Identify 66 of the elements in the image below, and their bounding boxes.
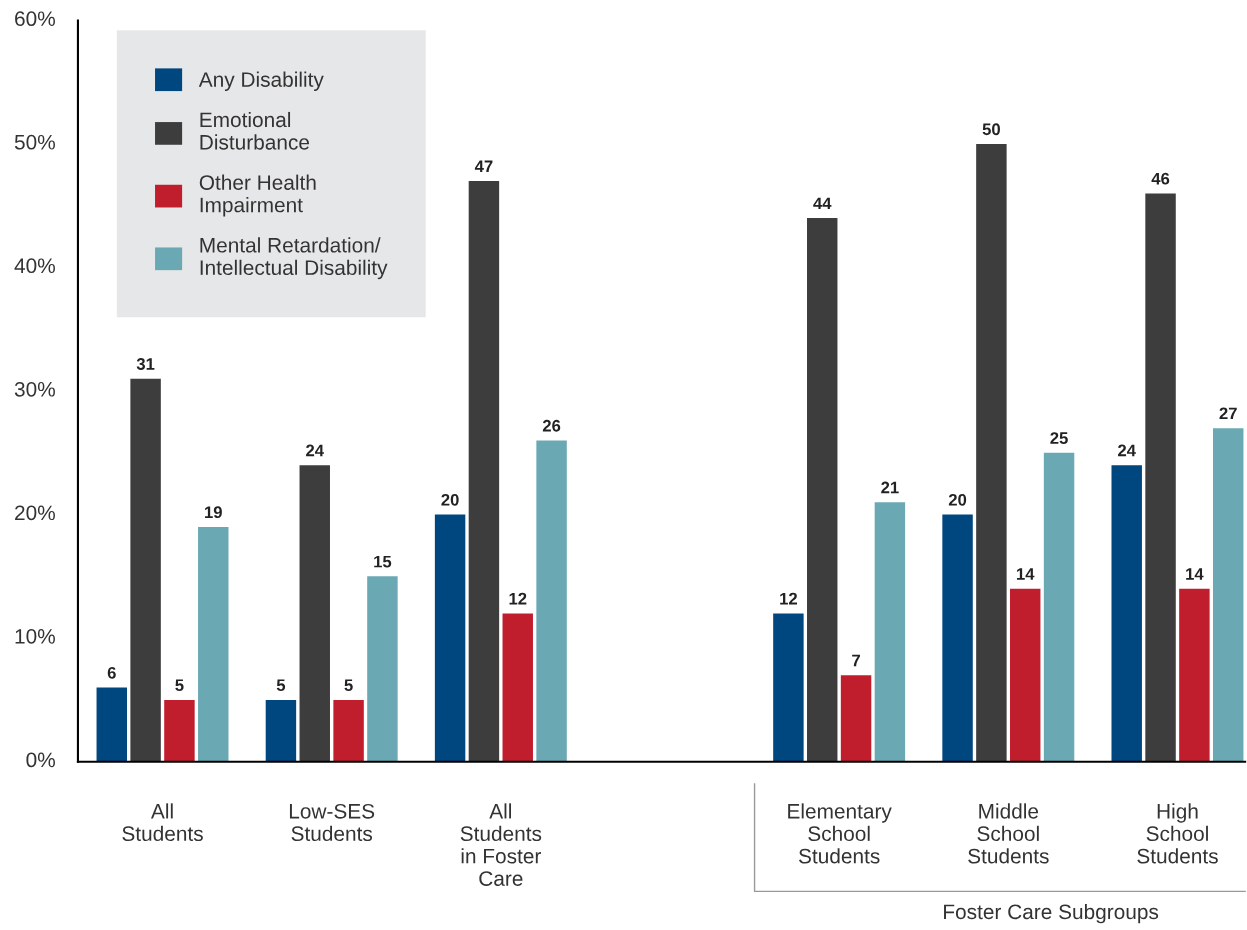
y-tick-label: 20% — [15, 505, 55, 521]
y-tick-label: 60% — [15, 11, 55, 27]
bar — [1212, 428, 1244, 762]
bar — [1010, 588, 1041, 762]
data-label: 6 — [107, 666, 116, 679]
bar — [807, 218, 838, 762]
data-label: 27 — [1219, 407, 1237, 420]
bar — [502, 613, 533, 762]
data-label: 24 — [306, 444, 324, 457]
y-tick-label: 40% — [14, 258, 55, 274]
data-label: 12 — [509, 592, 527, 605]
legend-label: Mental Retardation/ Intellectual Disability — [200, 237, 388, 280]
legend-label: Emotional Disturbance — [200, 111, 310, 150]
x-tick-label: High School Students — [1137, 803, 1218, 864]
bar — [367, 576, 398, 762]
data-label: 5 — [344, 679, 353, 692]
text: Foster Care Subgroups — [944, 903, 1159, 924]
data-label: 20 — [948, 493, 967, 506]
bar — [976, 144, 1007, 762]
x-tick-label: Middle School Students — [968, 803, 1049, 864]
data-label: 15 — [374, 555, 392, 568]
data-label: 12 — [780, 592, 797, 605]
x-tick-label: All Students — [122, 803, 203, 842]
data-label: 5 — [276, 679, 286, 692]
x-tick-label: Elementary School Students — [788, 803, 892, 864]
bar — [130, 378, 161, 762]
bar — [164, 699, 195, 762]
legend-label: Other Health Impairment — [199, 174, 316, 217]
bar — [874, 502, 906, 762]
data-label: 25 — [1050, 432, 1068, 444]
bar — [96, 687, 127, 762]
bar — [773, 613, 804, 762]
bar — [265, 699, 297, 762]
data-label: 24 — [1118, 444, 1136, 457]
data-label: 47 — [474, 160, 493, 173]
data-label: 21 — [881, 481, 899, 494]
data-label: 5 — [175, 679, 184, 692]
bar — [1111, 465, 1142, 762]
data-label: 20 — [441, 493, 459, 506]
data-label: 46 — [1151, 172, 1170, 185]
legend-label: Any Disability — [198, 71, 324, 92]
y-tick-label: 0% — [26, 752, 55, 768]
y-tick-label: 10% — [15, 628, 55, 644]
bar — [942, 514, 973, 762]
x-tick-label: All Students in Foster Care — [460, 803, 542, 886]
data-label: 26 — [542, 419, 561, 432]
bar — [1179, 588, 1210, 762]
y-tick-label: 50% — [14, 134, 55, 150]
bar — [434, 514, 466, 762]
bar — [1145, 193, 1176, 762]
x-tick-label: Low-SES Students — [289, 803, 375, 842]
y-tick-label: 30% — [14, 381, 55, 397]
data-label: 50 — [982, 123, 1000, 136]
data-label: 44 — [813, 197, 832, 210]
data-label: 7 — [852, 654, 860, 667]
bar — [299, 465, 330, 762]
bar — [1043, 452, 1075, 762]
bar — [468, 181, 500, 762]
data-label: 14 — [1017, 568, 1035, 580]
data-label: 19 — [205, 506, 222, 519]
bar — [333, 699, 364, 762]
bar — [840, 675, 872, 762]
data-label: 31 — [136, 358, 155, 370]
bar — [198, 526, 229, 762]
bar — [536, 440, 567, 762]
data-label: 14 — [1186, 568, 1204, 580]
